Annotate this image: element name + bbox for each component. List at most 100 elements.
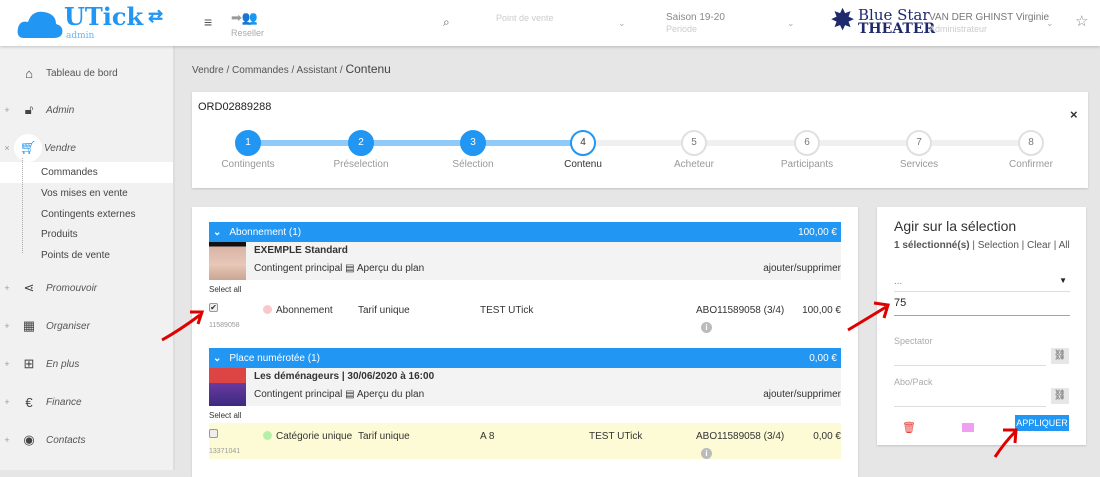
chevron-down-icon[interactable]: ⌄: [1046, 18, 1054, 28]
all-link[interactable]: All: [1058, 240, 1070, 251]
sidebar-item-vendre[interactable]: × 🛒︎ Vendre: [0, 134, 173, 162]
sidebar-item-contacts[interactable]: + ◉ Contacts: [0, 430, 173, 450]
pink-tag-icon[interactable]: [962, 423, 974, 432]
contingent: Contingent principal: [254, 389, 343, 400]
chevron-down-icon: ⌄: [213, 226, 222, 238]
step-5-circle[interactable]: 5: [681, 130, 707, 156]
clear-link[interactable]: Clear: [1027, 240, 1051, 251]
chevron-down-icon[interactable]: ⌄: [618, 18, 626, 28]
step-8-label[interactable]: Confirmer: [1009, 159, 1053, 170]
ticket-id: 13371041: [209, 448, 241, 455]
row-checkbox[interactable]: [209, 429, 218, 438]
step-3-circle[interactable]: 3: [460, 130, 486, 156]
label: Admin: [46, 104, 75, 116]
step-8-circle[interactable]: 8: [1018, 130, 1044, 156]
category-dot-icon: [263, 305, 272, 314]
sidebar-item-admin[interactable]: + 🔓︎ Admin: [0, 100, 173, 120]
expand-icon[interactable]: +: [4, 359, 10, 369]
value-input[interactable]: 75: [894, 297, 1070, 316]
expand-icon[interactable]: +: [4, 283, 10, 293]
season-select[interactable]: Saison 19-20: [666, 12, 725, 23]
chevron-down-icon[interactable]: ⌄: [787, 18, 795, 28]
breadcrumb-assistant[interactable]: Assistant: [296, 65, 338, 76]
sidebar-sub-mises-en-vente[interactable]: Vos mises en vente: [41, 188, 128, 199]
apply-button[interactable]: APPLIQUER: [1015, 415, 1069, 431]
user-name[interactable]: VAN DER GHINST Virginie: [929, 12, 1050, 23]
breadcrumb-commandes[interactable]: Commandes: [232, 65, 289, 76]
plan-link[interactable]: Aperçu du plan: [356, 263, 425, 274]
event-info: Les déménageurs | 30/06/2020 à 16:00 Con…: [209, 368, 841, 406]
tree-line: [22, 158, 23, 253]
sidebar-item-en-plus[interactable]: + ⊞ En plus: [0, 354, 173, 374]
abo-pack-input[interactable]: [894, 391, 1046, 407]
collapse-icon[interactable]: ×: [4, 143, 10, 153]
label: Promouvoir: [46, 282, 98, 294]
step-7-circle[interactable]: 7: [906, 130, 932, 156]
add-remove-link[interactable]: ajouter/supprimer: [763, 263, 841, 274]
step-7-label[interactable]: Services: [899, 159, 939, 170]
unlink-icon[interactable]: ⛓: [1051, 348, 1069, 364]
label: Contacts: [46, 434, 86, 446]
step-1-circle[interactable]: 1: [235, 130, 261, 156]
holder-name: TEST UTick: [480, 305, 534, 316]
step-3-label[interactable]: Sélection: [452, 159, 494, 170]
sidebar-sub-produits[interactable]: Produits: [41, 229, 78, 240]
hamburger-icon[interactable]: ≡: [204, 14, 213, 30]
stepper-progress: [248, 140, 583, 146]
row-checkbox[interactable]: ✔: [209, 303, 218, 312]
info-icon[interactable]: i: [701, 448, 712, 459]
close-icon[interactable]: ×: [1070, 107, 1078, 122]
step-2-circle[interactable]: 2: [348, 130, 374, 156]
label: En plus: [46, 358, 80, 370]
sidebar-item-tableau-de-bord[interactable]: ⌂ Tableau de bord: [0, 63, 173, 83]
event-meta: Contingent principal ▤ Aperçu du plan: [254, 263, 424, 274]
breadcrumb-vendre[interactable]: Vendre: [192, 65, 224, 76]
share-icon: ⋖: [23, 280, 35, 295]
step-6-label[interactable]: Participants: [780, 159, 834, 170]
group-header[interactable]: ⌄ Place numérotée (1) 0,00 €: [209, 348, 841, 368]
spectator-input[interactable]: [894, 350, 1046, 366]
expand-icon[interactable]: +: [4, 105, 10, 115]
spectator-label: Spectator: [894, 336, 933, 346]
select-all[interactable]: Select all: [209, 285, 242, 294]
sidebar-item-promouvoir[interactable]: + ⋖ Promouvoir: [0, 278, 173, 298]
sidebar-sub-points-de-vente[interactable]: Points de vente: [41, 250, 110, 261]
action-select[interactable]: ... ▼: [894, 276, 1070, 292]
user-role: Administrateur: [929, 24, 988, 34]
reseller-icon[interactable]: ➡👥: [231, 10, 259, 25]
star-icon[interactable]: ☆: [1075, 13, 1089, 30]
search-icon[interactable]: ⌕: [443, 15, 450, 29]
add-remove-link[interactable]: ajouter/supprimer: [763, 389, 841, 400]
logo-text: UTick: [64, 2, 144, 31]
abo-ref: ABO11589058 (3/4): [696, 305, 785, 316]
step-4-circle[interactable]: 4: [570, 130, 596, 156]
trash-icon[interactable]: 🗑︎: [902, 422, 916, 434]
step-6-circle[interactable]: 6: [794, 130, 820, 156]
plan-link[interactable]: Aperçu du plan: [356, 389, 425, 400]
expand-icon[interactable]: +: [4, 435, 10, 445]
category: Abonnement: [276, 305, 333, 316]
step-4-label[interactable]: Contenu: [564, 159, 602, 170]
annotation-arrow-checkbox: [161, 310, 205, 342]
unlink-icon[interactable]: ⛓: [1051, 388, 1069, 404]
calendar-icon: ▦: [22, 318, 36, 333]
event-thumbnail: [209, 368, 246, 406]
point-de-vente-select[interactable]: Point de vente: [496, 13, 554, 23]
sidebar-item-organiser[interactable]: + ▦ Organiser: [0, 316, 173, 336]
sidebar-item-finance[interactable]: + € Finance: [0, 392, 173, 412]
step-2-label[interactable]: Préselection: [333, 159, 389, 170]
sidebar-sub-commandes[interactable]: Commandes: [41, 167, 98, 178]
chevron-down-icon: ⌄: [213, 352, 222, 364]
group-header[interactable]: ⌄ Abonnement (1) 100,00 €: [209, 222, 841, 242]
expand-icon[interactable]: +: [4, 397, 10, 407]
sidebar-sub-contingents-externes[interactable]: Contingents externes: [41, 209, 136, 220]
expand-icon[interactable]: +: [4, 321, 10, 331]
sep: /: [226, 65, 230, 76]
selection-link[interactable]: Selection: [977, 240, 1019, 251]
info-icon[interactable]: i: [701, 322, 712, 333]
reseller-label[interactable]: Reseller: [231, 28, 265, 38]
step-5-label[interactable]: Acheteur: [673, 159, 715, 170]
select-all[interactable]: Select all: [209, 411, 242, 420]
season-label: Periode: [666, 24, 698, 34]
step-1-label[interactable]: Contingents: [221, 159, 275, 170]
